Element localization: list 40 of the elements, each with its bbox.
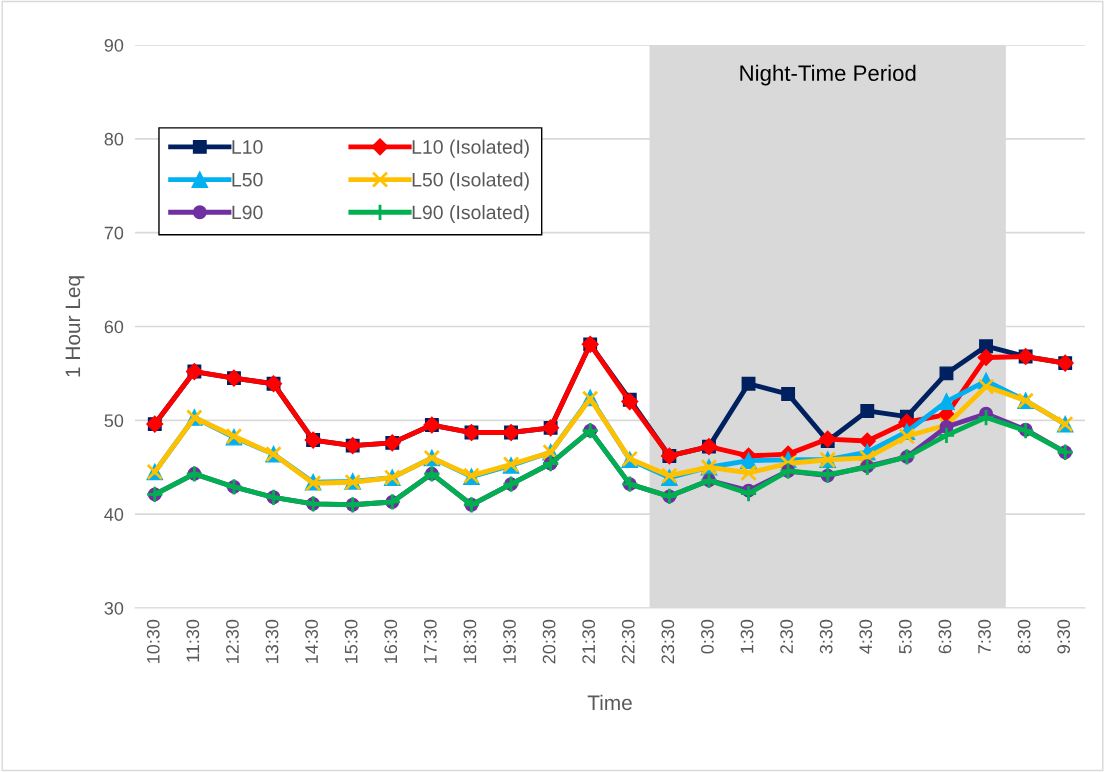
- x-tick-label: 16:30: [384, 619, 398, 663]
- y-tick-label: 80: [104, 132, 124, 146]
- x-tick-label: 17:30: [423, 619, 437, 663]
- x-tick-label: 9:30: [1057, 619, 1071, 654]
- x-tick-label: 0:30: [701, 619, 714, 654]
- y-tick-label: 50: [104, 414, 124, 428]
- x-tick-label: 12:30: [226, 619, 239, 663]
- legend-label: L50 (Isolated): [412, 172, 529, 191]
- legend-label: L10 (Isolated): [412, 139, 529, 158]
- x-tick-label: 20:30: [542, 619, 556, 664]
- x-tick-label: 7:30: [978, 619, 991, 654]
- x-tick-label: 5:30: [898, 619, 912, 654]
- x-tick-label: 18:30: [463, 619, 477, 663]
- x-tick-label: 14:30: [305, 619, 318, 663]
- x-tick-label: 13:30: [265, 619, 279, 663]
- x-tick-label: 21:30: [582, 619, 596, 664]
- legend-label: L90 (Isolated): [412, 205, 529, 224]
- x-tick-label: 19:30: [503, 619, 516, 663]
- legend-label: L50: [232, 172, 263, 187]
- x-tick-label: 4:30: [859, 619, 873, 654]
- y-tick-label: 90: [104, 38, 124, 52]
- x-tick-label: 23:30: [661, 619, 675, 664]
- x-tick-label: 10:30: [146, 619, 160, 663]
- x-tick-label: 22:30: [621, 619, 635, 664]
- y-tick-label: 30: [104, 601, 124, 615]
- legend-label: L90: [232, 205, 263, 220]
- x-tick-label: 6:30: [938, 619, 952, 654]
- y-tick-label: 70: [104, 226, 124, 240]
- y-axis-title: 1 Hour Leq: [65, 276, 85, 377]
- x-tick-label: 3:30: [819, 619, 833, 654]
- x-tick-label: 15:30: [344, 619, 358, 663]
- x-tick-label: 2:30: [780, 619, 793, 654]
- x-tick-label: 11:30: [186, 619, 200, 662]
- y-tick-label: 60: [104, 320, 124, 334]
- x-tick-label: 1:30: [740, 619, 754, 653]
- band-label: Night-Time Period: [740, 64, 916, 86]
- y-tick-label: 40: [104, 508, 124, 521]
- x-tick-label: 8:30: [1017, 619, 1031, 654]
- x-axis-title: Time: [587, 694, 632, 711]
- legend-label: L10: [232, 140, 263, 154]
